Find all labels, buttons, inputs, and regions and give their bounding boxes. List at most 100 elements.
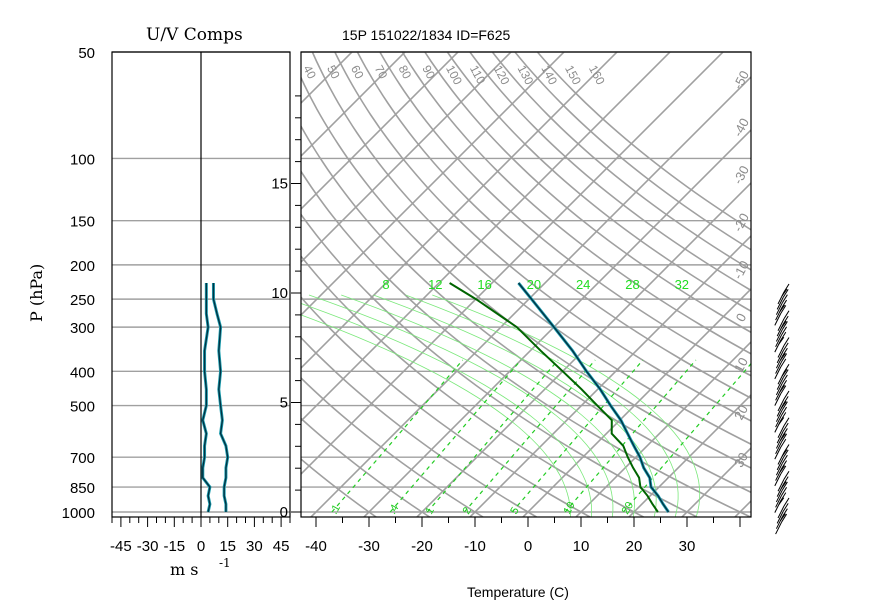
skewt-moist-adiabat-20 bbox=[341, 294, 635, 517]
skewt-moist-adiabat-8 bbox=[301, 314, 571, 517]
wind-barb-flag bbox=[780, 401, 787, 409]
wind-barb bbox=[775, 380, 788, 401]
wind-barb-flag bbox=[779, 304, 786, 313]
dry-adiabat-label-80: 80 bbox=[396, 63, 415, 82]
skewt-isotherm bbox=[416, 181, 751, 517]
wind-barb-staff bbox=[776, 297, 784, 310]
skewt-xlabel: Temperature (C) bbox=[467, 584, 569, 600]
skewt-dry-adiabat bbox=[423, 52, 751, 334]
skewt-dry-adiabat bbox=[301, 376, 484, 517]
wind-barb bbox=[777, 470, 790, 492]
moist-adiabat-label-32: 32 bbox=[675, 277, 689, 292]
wind-barb-flag bbox=[783, 470, 790, 480]
skewt-isotherm bbox=[301, 52, 672, 423]
wind-barb-flag bbox=[782, 503, 789, 512]
p-tick-label-1000: 1000 bbox=[62, 505, 95, 522]
skewt-isotherm bbox=[310, 75, 751, 517]
wind-barb-staff bbox=[777, 398, 785, 412]
skewt-dry-adiabat bbox=[301, 254, 644, 517]
wind-barb-staff bbox=[774, 393, 782, 406]
wind-barb-staff bbox=[775, 441, 783, 455]
wind-barb-staff bbox=[775, 409, 783, 422]
skewt-dry-adiabat bbox=[513, 52, 751, 251]
wind-barb-flag bbox=[781, 401, 788, 410]
skewt-isotherm bbox=[681, 446, 751, 517]
wind-barb bbox=[774, 465, 787, 487]
skewt-isotherm bbox=[301, 52, 513, 264]
wind-barb bbox=[775, 347, 788, 369]
wind-barb-flag bbox=[783, 310, 790, 320]
isotherm-label-20: 20 bbox=[731, 402, 751, 422]
wind-barb-flag bbox=[781, 288, 788, 297]
wind-barb bbox=[775, 374, 788, 396]
wind-barb bbox=[776, 449, 789, 471]
skewt-dry-adiabat bbox=[356, 52, 751, 399]
skewt-isotherm bbox=[301, 52, 354, 105]
wind-barb-flag bbox=[781, 326, 788, 336]
wind-barb-flag bbox=[783, 497, 790, 507]
wind-barb-staff bbox=[777, 318, 785, 331]
skewt-dry-adiabat bbox=[401, 52, 751, 355]
wind-barb-staff bbox=[774, 366, 782, 380]
wind-barb bbox=[777, 310, 790, 331]
chart-title: 15P 151022/1834 ID=F625 bbox=[342, 27, 510, 43]
wind-barb-staff bbox=[777, 425, 785, 438]
skewt-mixing-ratio-.4 bbox=[389, 359, 522, 513]
isotherm-label--10: -10 bbox=[730, 258, 752, 282]
skewt-dry-adiabat bbox=[301, 169, 751, 517]
wind-barb bbox=[776, 315, 789, 337]
wind-barb-flag bbox=[780, 412, 787, 421]
wind-barb-flag bbox=[781, 406, 788, 416]
uv-x-tick-label--45: -45 bbox=[110, 538, 132, 555]
isotherm-label-10: 10 bbox=[731, 355, 751, 375]
wind-barb bbox=[776, 369, 789, 390]
skewt-series bbox=[449, 282, 670, 513]
wind-barb-flag bbox=[780, 481, 787, 489]
wind-barb bbox=[775, 294, 788, 315]
wind-barb-flag bbox=[778, 417, 785, 425]
uv-panel-title: U/V Comps bbox=[146, 25, 243, 45]
wind-barb-staff bbox=[774, 313, 782, 326]
uv-series-u bbox=[202, 282, 211, 513]
wind-barb-flag bbox=[781, 454, 788, 464]
wind-barb-staff bbox=[775, 462, 783, 476]
uv-x-tick-label-30: 30 bbox=[246, 538, 263, 555]
dry-adiabat-label-50: 50 bbox=[324, 63, 343, 82]
wind-barb-flag bbox=[779, 465, 786, 473]
moist-adiabat-label-12: 12 bbox=[428, 277, 442, 292]
wind-barb-flag bbox=[781, 460, 788, 469]
wind-barb bbox=[775, 401, 788, 422]
skewt-dry-adiabat bbox=[301, 336, 537, 517]
uv-panel-xlabel: m s bbox=[170, 560, 198, 579]
wind-barb-flag bbox=[780, 438, 787, 448]
skewt-isotherm bbox=[628, 393, 751, 517]
wind-barb-flag bbox=[781, 433, 788, 443]
skewt-t-tick-label--40: -40 bbox=[305, 538, 327, 555]
skewt-mixing-ratio-.1 bbox=[331, 359, 464, 513]
wind-barb-flag bbox=[783, 363, 790, 373]
skewt-moist-adiabat-12 bbox=[301, 303, 593, 517]
wind-barb-flag bbox=[780, 320, 787, 329]
wind-barb-flag bbox=[782, 342, 789, 352]
moist-adiabat-label-24: 24 bbox=[576, 277, 590, 292]
p-tick-label-150: 150 bbox=[70, 214, 95, 231]
wind-barb bbox=[776, 476, 789, 497]
skewt-dry-adiabat bbox=[301, 75, 751, 469]
uv-x-tick-label-0: 0 bbox=[197, 538, 205, 555]
isotherm-label--40: -40 bbox=[730, 116, 752, 140]
wind-barb-flag bbox=[781, 368, 788, 377]
p-tick-label-50: 50 bbox=[78, 45, 95, 62]
wind-barb-flag bbox=[778, 497, 785, 505]
wind-barb-staff bbox=[775, 414, 783, 428]
wind-barb-flag bbox=[783, 337, 790, 346]
wind-barb-flag bbox=[781, 374, 788, 384]
mixing-ratio-label-20: 20 bbox=[620, 500, 637, 517]
mixing-ratio-label-.1: .1 bbox=[328, 503, 343, 517]
height-tick-label-15: 15 bbox=[271, 176, 288, 193]
wind-barb-staff bbox=[776, 511, 784, 524]
p-tick-label-250: 250 bbox=[70, 292, 95, 309]
wind-barb-flag bbox=[781, 321, 788, 330]
